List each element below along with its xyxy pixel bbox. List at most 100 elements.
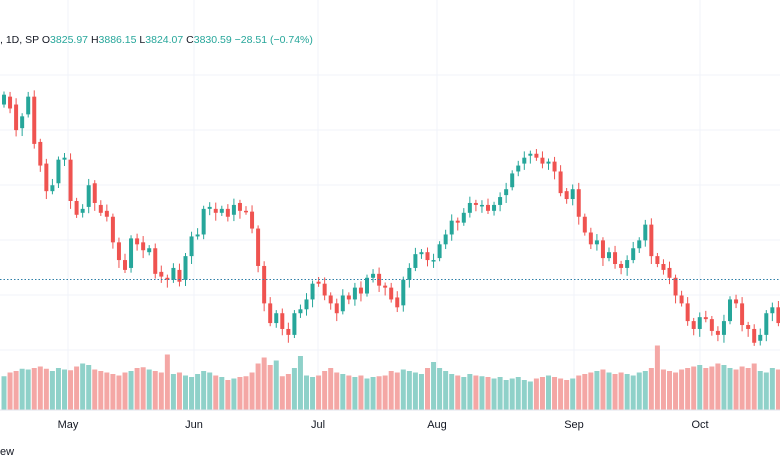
candle-body <box>14 105 18 131</box>
candle-body <box>776 307 780 323</box>
candle-body <box>770 307 774 313</box>
candle-body <box>262 266 266 303</box>
volume-bar <box>691 367 696 411</box>
candle-body <box>710 319 714 331</box>
volume-bar <box>619 373 624 411</box>
volume-bar <box>98 371 103 410</box>
candle-body <box>577 189 581 217</box>
volume-bar <box>564 380 569 410</box>
volume-bar <box>492 379 497 411</box>
candle-body <box>613 252 617 264</box>
candle-layer <box>2 90 780 346</box>
candle-body <box>32 97 36 144</box>
volume-bar <box>443 371 448 410</box>
volume-bar <box>431 362 436 410</box>
candle-body <box>311 284 315 300</box>
low-value: 3824.07 <box>145 34 183 46</box>
volume-bar <box>607 373 612 411</box>
candle-body <box>637 240 641 248</box>
volume-bar <box>679 370 684 411</box>
candle-body <box>480 205 484 207</box>
volume-bar <box>80 364 85 411</box>
volume-bar <box>231 379 236 411</box>
candle-body <box>274 313 278 323</box>
volume-bar <box>244 376 249 410</box>
candle-body <box>413 254 417 268</box>
candle-body <box>492 205 496 211</box>
candle-body <box>129 238 133 268</box>
candle-body <box>450 221 454 235</box>
volume-bar <box>334 373 339 411</box>
interval-label[interactable]: 1D <box>6 34 19 46</box>
volume-bar <box>14 371 19 410</box>
volume-bar <box>256 364 261 411</box>
candle-body <box>256 229 260 266</box>
volume-bar <box>740 367 745 411</box>
volume-bar <box>237 377 242 410</box>
candle-body <box>547 162 551 164</box>
volume-bar <box>558 379 563 411</box>
grid-layer <box>0 0 780 410</box>
volume-bar <box>685 368 690 410</box>
candle-body <box>105 211 109 217</box>
volume-bar <box>758 371 763 410</box>
candle-body <box>317 282 321 284</box>
volume-bar <box>92 370 97 411</box>
candle-body <box>159 272 163 277</box>
volume-bar <box>304 376 309 411</box>
candle-body <box>141 242 145 250</box>
volume-bar <box>570 379 575 411</box>
volume-bar <box>383 376 388 411</box>
volume-bar <box>697 365 702 410</box>
volume-bar <box>600 370 605 411</box>
candle-body <box>674 278 678 296</box>
x-tick-label: Aug <box>427 419 447 431</box>
candle-body <box>686 303 690 321</box>
candle-body <box>2 95 6 105</box>
x-tick-label: Jul <box>311 419 325 431</box>
volume-bar <box>528 382 533 411</box>
candle-body <box>649 225 653 257</box>
volume-bar <box>135 368 140 410</box>
candle-body <box>456 221 460 223</box>
high-label: H <box>91 34 99 46</box>
volume-bar <box>673 373 678 411</box>
volume-bar <box>576 376 581 411</box>
volume-bar <box>510 379 515 411</box>
candle-body <box>680 296 684 304</box>
volume-bar <box>425 368 430 410</box>
high-value: 3886.15 <box>99 34 137 46</box>
volume-bar <box>734 370 739 411</box>
candle-body <box>50 185 54 191</box>
candle-body <box>625 260 629 268</box>
volume-bar <box>625 374 630 410</box>
candle-body <box>220 209 224 213</box>
volume-bar <box>32 368 37 410</box>
change-value: −28.51 (−0.74%) <box>235 34 313 46</box>
candle-body <box>758 335 762 341</box>
volume-bar <box>346 376 351 411</box>
candle-body <box>117 242 121 260</box>
candle-body <box>292 313 296 335</box>
volume-bar <box>377 376 382 410</box>
candle-body <box>323 284 327 296</box>
volume-bar <box>2 376 7 410</box>
volume-bar <box>298 356 303 410</box>
candle-body <box>655 256 659 264</box>
volume-bar <box>340 374 345 410</box>
volume-bar <box>455 376 460 411</box>
volume-bar <box>262 358 267 411</box>
volume-bar <box>26 370 31 411</box>
volume-bar <box>129 371 134 410</box>
volume-bar <box>250 373 255 411</box>
candle-body <box>631 248 635 260</box>
candle-body <box>111 217 115 243</box>
volume-bar <box>352 377 357 410</box>
candle-body <box>123 260 127 270</box>
candle-body <box>607 252 611 258</box>
candle-body <box>153 248 157 274</box>
volume-bar <box>655 346 660 411</box>
candle-body <box>238 203 242 211</box>
